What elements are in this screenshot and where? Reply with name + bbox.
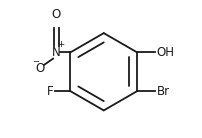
Text: N: N [52,46,61,59]
Text: +: + [57,40,65,49]
Text: O: O [52,8,61,21]
Text: −: − [33,57,40,66]
Text: O: O [35,63,45,75]
Text: Br: Br [157,85,170,98]
Text: F: F [47,85,54,98]
Text: OH: OH [157,46,175,59]
